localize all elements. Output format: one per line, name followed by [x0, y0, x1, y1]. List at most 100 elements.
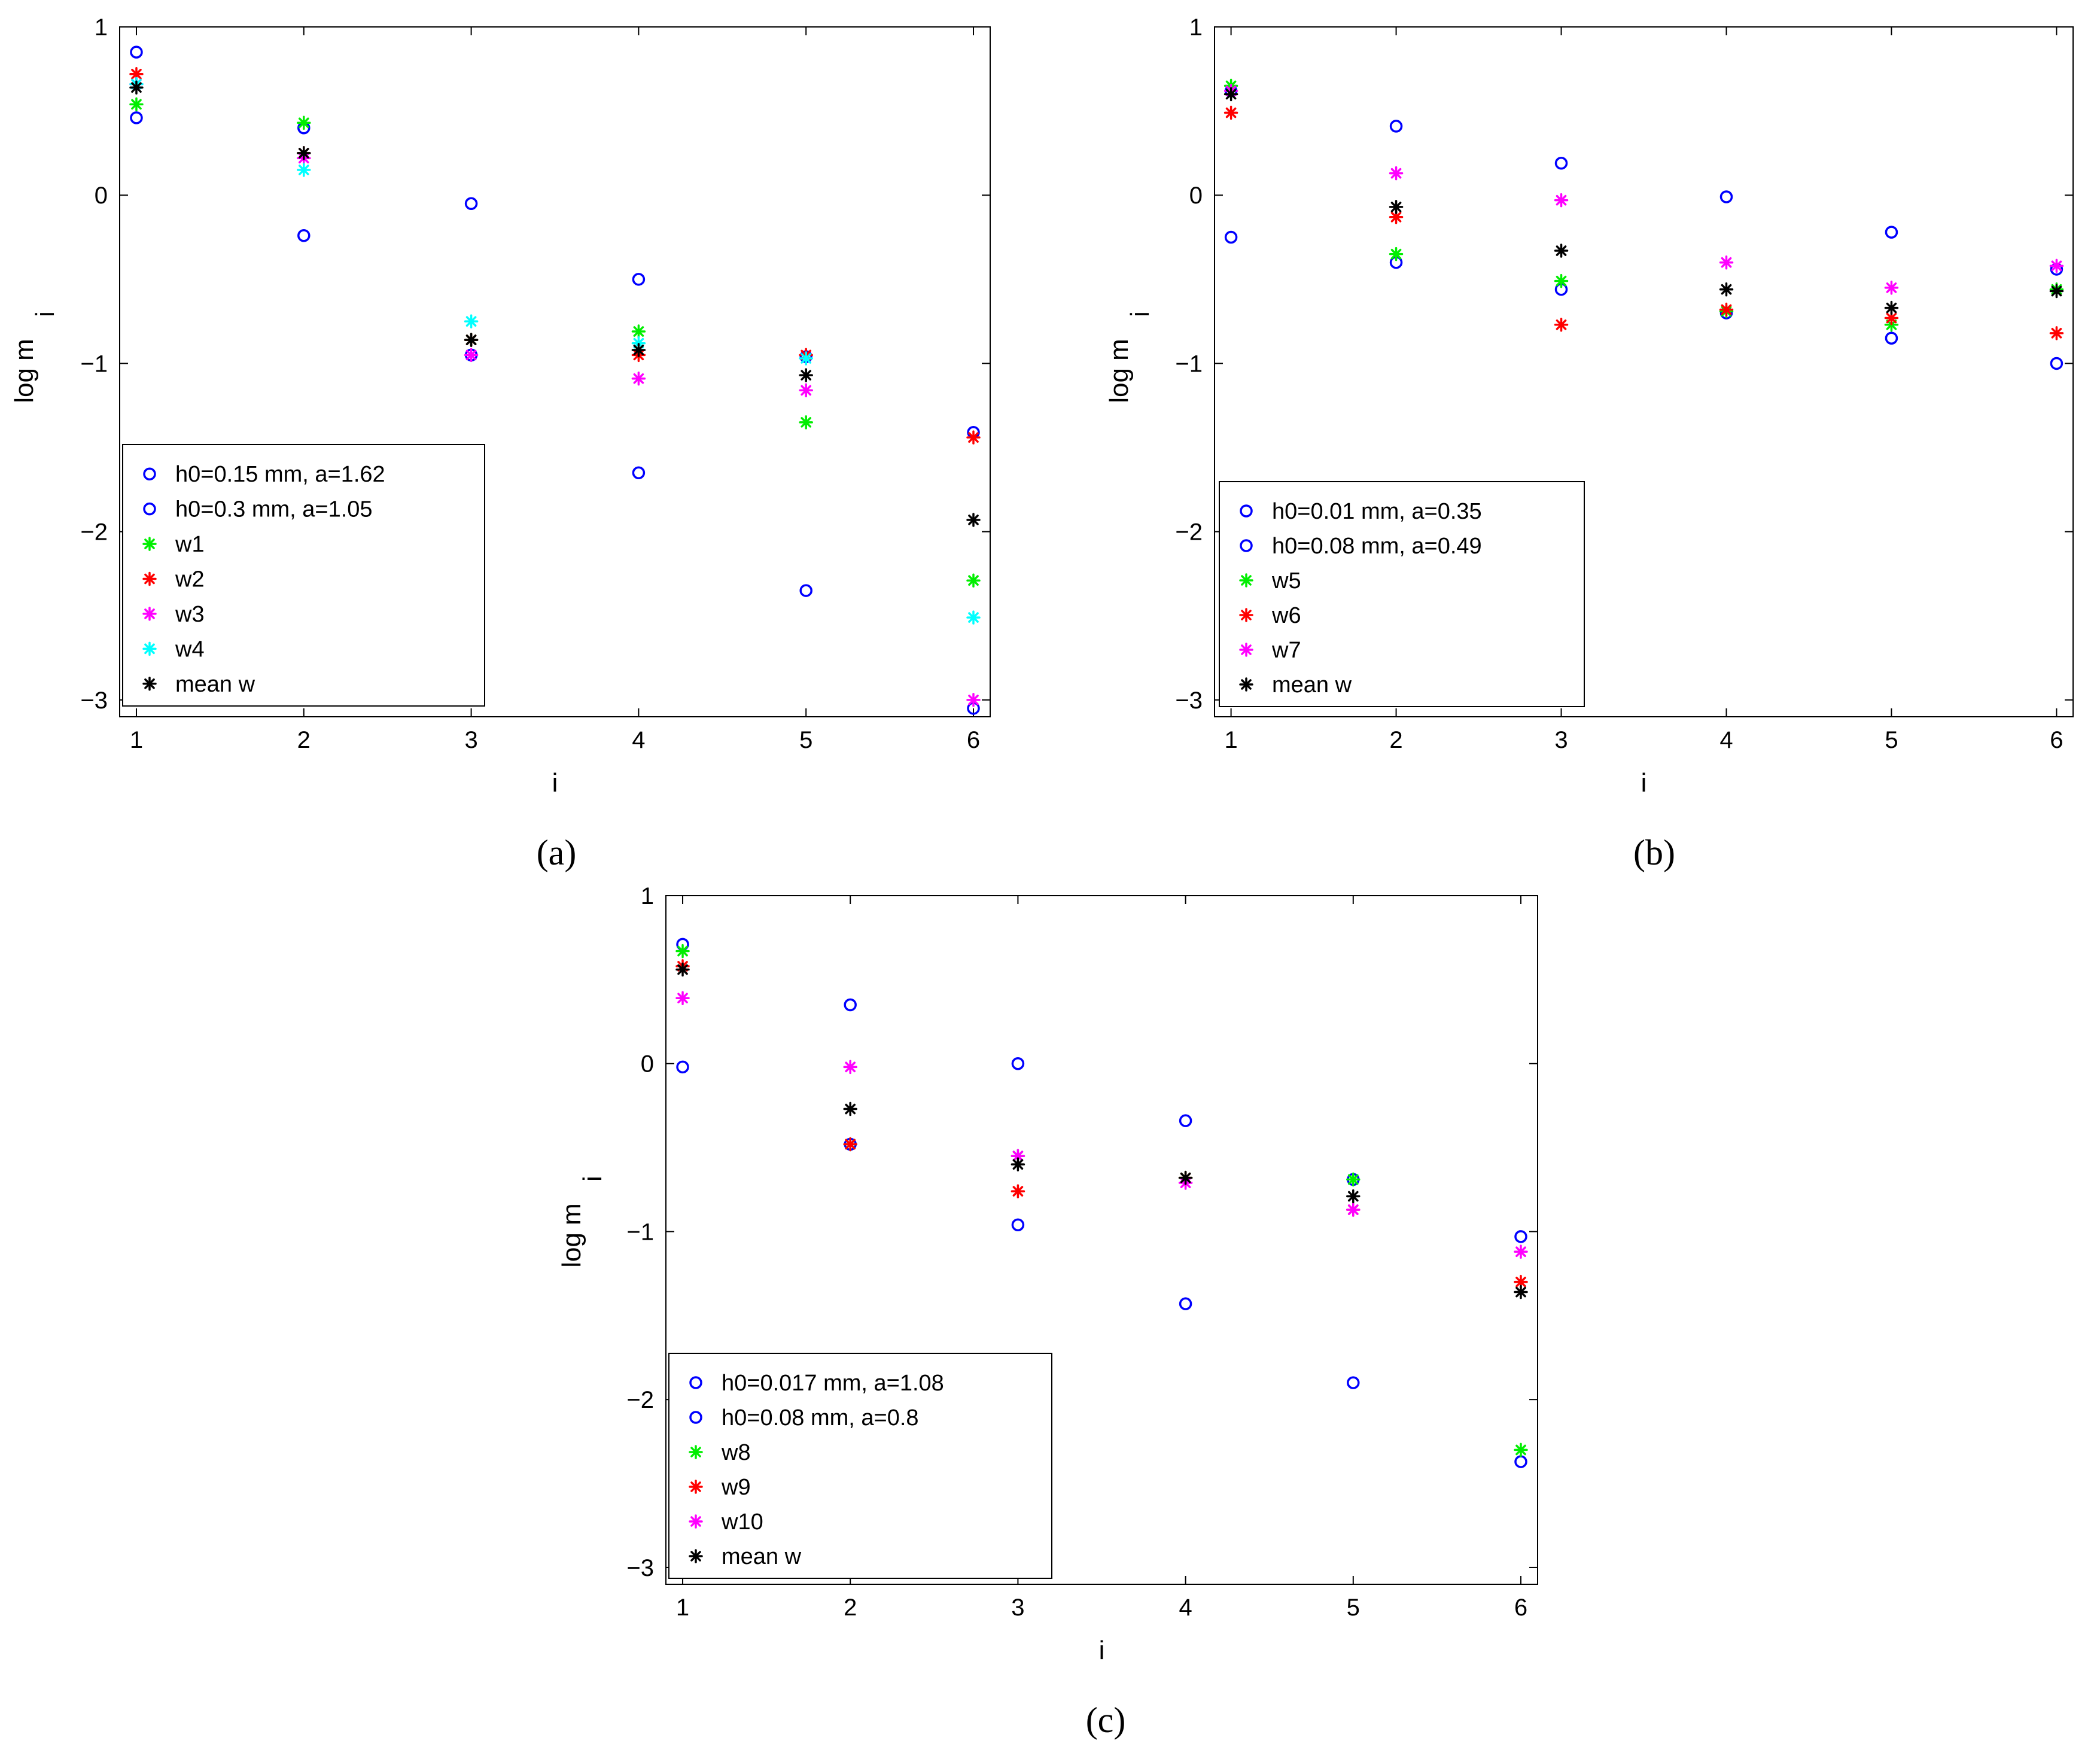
series-w9	[675, 959, 1528, 1289]
asterisk-stroke	[690, 1551, 701, 1562]
data-point	[632, 466, 646, 479]
legend-label: w2	[175, 567, 205, 592]
data-point	[675, 944, 690, 958]
legend-marker	[142, 607, 157, 621]
asterisk-stroke	[298, 148, 309, 159]
asterisk-stroke	[801, 417, 812, 428]
data-point	[464, 348, 479, 363]
asterisk-stroke	[1012, 1151, 1024, 1161]
y-tick-label: −1	[80, 351, 108, 377]
y-axis-label: log m	[557, 1203, 586, 1268]
asterisk-stroke	[465, 334, 477, 345]
legend-label: mean w	[175, 672, 255, 697]
y-axis-label-subscript: i	[31, 311, 60, 317]
x-tick-label: 4	[632, 727, 645, 753]
x-axis-label: i	[1099, 1636, 1105, 1665]
series-w5	[1224, 78, 2064, 332]
data-point	[129, 80, 144, 95]
data-point	[966, 693, 981, 707]
y-tick-label: −2	[626, 1387, 654, 1413]
data-point	[843, 1060, 857, 1075]
data-point	[1011, 1184, 1025, 1198]
y-tick-label: 0	[95, 182, 108, 209]
data-point	[1554, 193, 1569, 208]
legend-box	[122, 444, 485, 707]
data-point	[1011, 1157, 1025, 1171]
data-point	[844, 998, 857, 1012]
y-tick-label: 0	[1189, 182, 1203, 209]
asterisk-stroke	[2051, 327, 2062, 339]
data-point	[843, 1101, 857, 1116]
asterisk-stroke	[144, 573, 155, 585]
asterisk-stroke	[2051, 260, 2062, 272]
asterisk-stroke	[131, 99, 142, 110]
x-tick-label: 2	[297, 727, 311, 753]
y-axis-label-subscript: i	[1125, 311, 1155, 317]
data-point	[799, 368, 813, 382]
asterisk-stroke	[1241, 610, 1252, 620]
legend-label: w5	[1271, 568, 1301, 594]
data-point	[1346, 1189, 1361, 1204]
asterisk-stroke	[1241, 644, 1252, 655]
data-point	[966, 573, 981, 588]
data-point	[1179, 1297, 1192, 1310]
x-tick-label: 5	[1347, 1594, 1360, 1621]
data-point	[676, 1060, 689, 1074]
asterisk-stroke	[465, 316, 477, 327]
series-w2	[129, 66, 981, 445]
asterisk-stroke	[1347, 1204, 1359, 1215]
asterisk-stroke	[1721, 284, 1732, 295]
asterisk-stroke	[690, 1447, 701, 1457]
asterisk-stroke	[677, 993, 688, 1004]
data-point	[1885, 226, 1898, 239]
asterisk-stroke	[633, 345, 644, 355]
y-tick-label: 1	[641, 883, 654, 909]
asterisk-stroke	[1390, 202, 1402, 212]
legend-label: w3	[175, 602, 205, 627]
data-point	[1884, 281, 1899, 295]
x-tick-label: 3	[1554, 727, 1568, 753]
y-axis-label: log m	[1104, 339, 1134, 403]
legend-marker	[689, 1514, 703, 1529]
legend-label: mean w	[1272, 672, 1352, 698]
asterisk-stroke	[690, 1516, 701, 1527]
x-tick-label: 1	[676, 1594, 689, 1621]
x-axis-label: i	[1641, 768, 1647, 798]
data-point	[675, 991, 690, 1005]
legend-label: w1	[175, 532, 205, 557]
y-tick-label: −2	[80, 519, 108, 546]
plot-frame	[665, 895, 1538, 1585]
data-point	[1011, 1057, 1025, 1070]
data-point	[1224, 230, 1238, 244]
asterisk-stroke	[1556, 319, 1567, 330]
data-point	[297, 115, 311, 130]
data-point	[1346, 1203, 1361, 1217]
data-point	[1554, 318, 1569, 332]
data-point	[1179, 1114, 1192, 1127]
data-point	[1224, 87, 1238, 102]
data-point	[1224, 105, 1238, 120]
legend-marker	[142, 571, 157, 586]
asterisk-stroke	[1390, 248, 1402, 260]
y-tick-label: −1	[626, 1219, 654, 1245]
data-point	[1346, 1172, 1361, 1187]
legend-marker	[1239, 608, 1253, 622]
data-point	[966, 513, 981, 527]
data-point	[843, 1137, 857, 1152]
x-tick-label: 4	[1719, 727, 1733, 753]
series-h0-0-08-mm-a-0-8	[676, 998, 1527, 1243]
asterisk-stroke	[968, 575, 979, 586]
legend-marker	[142, 641, 157, 656]
asterisk-stroke	[144, 678, 155, 689]
asterisk-stroke	[968, 695, 979, 705]
data-point	[1719, 255, 1734, 270]
asterisk-stroke	[144, 608, 155, 619]
data-point	[1011, 1218, 1025, 1231]
asterisk-stroke	[298, 117, 309, 129]
legend-marker	[689, 1411, 702, 1424]
asterisk-stroke	[131, 68, 142, 80]
legend-label: w4	[175, 637, 205, 662]
data-point	[130, 45, 143, 59]
